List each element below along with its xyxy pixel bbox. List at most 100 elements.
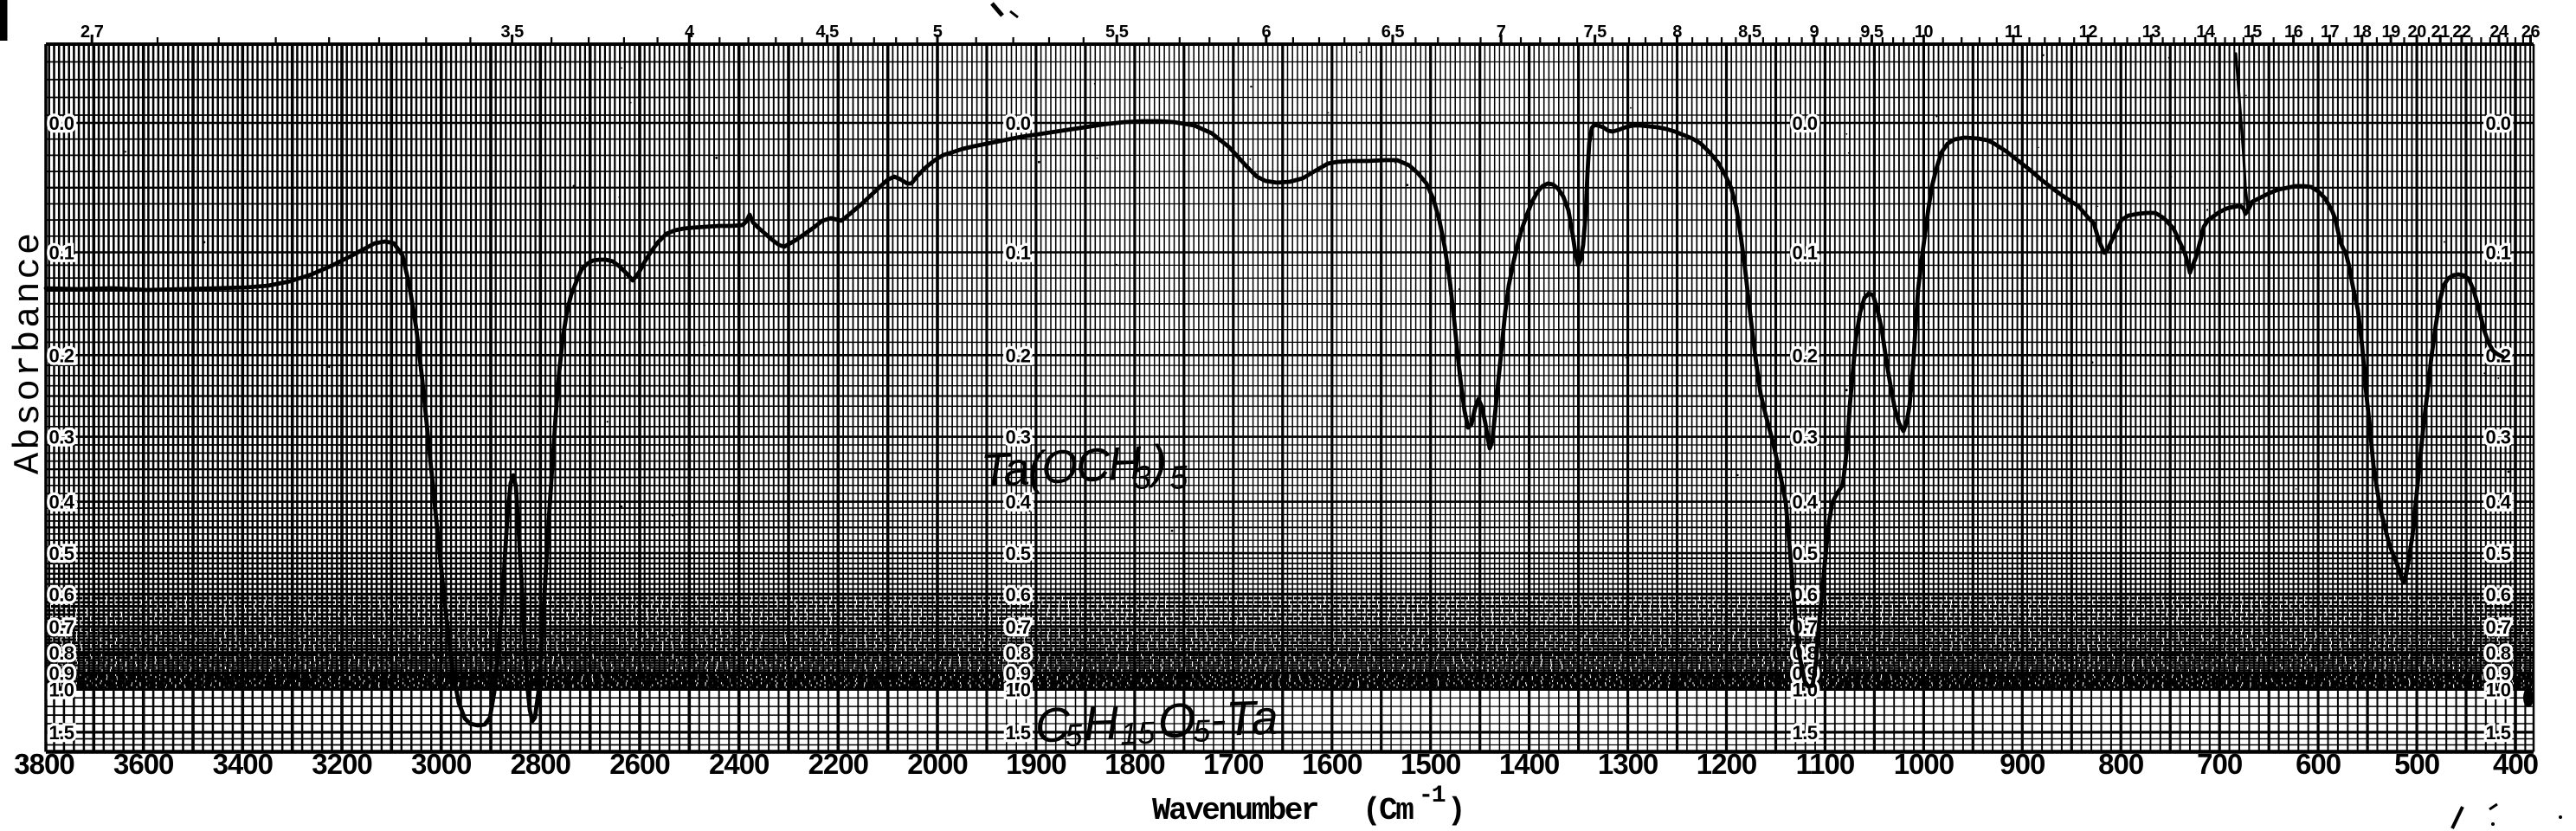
- svg-text:22: 22: [2452, 23, 2471, 42]
- svg-text:15: 15: [2244, 23, 2263, 42]
- svg-text:0.3: 0.3: [1005, 427, 1030, 448]
- svg-text:900: 900: [2000, 748, 2045, 780]
- svg-text:18: 18: [2353, 23, 2372, 42]
- svg-text:0.1: 0.1: [1792, 242, 1817, 264]
- svg-text:0.6: 0.6: [48, 583, 74, 605]
- svg-text:1700: 1700: [1203, 748, 1263, 780]
- svg-text:19: 19: [2381, 23, 2400, 42]
- svg-text:Absorbance: Absorbance: [8, 230, 49, 474]
- svg-text:15: 15: [1120, 715, 1156, 751]
- svg-text:0.9: 0.9: [2485, 663, 2510, 685]
- svg-text:0.4: 0.4: [48, 492, 74, 513]
- svg-text:1.5: 1.5: [2485, 722, 2510, 744]
- svg-text:6: 6: [1261, 23, 1271, 42]
- svg-text:1500: 1500: [1401, 748, 1460, 780]
- svg-text:1.0: 1.0: [1005, 679, 1030, 700]
- svg-text:3600: 3600: [113, 748, 173, 780]
- svg-text:0.4: 0.4: [2485, 492, 2511, 513]
- svg-text:0.2: 0.2: [1005, 345, 1030, 366]
- svg-text:1900: 1900: [1006, 748, 1066, 780]
- svg-text:3400: 3400: [213, 748, 273, 780]
- svg-text:C: C: [1034, 697, 1072, 752]
- svg-text:3: 3: [1132, 460, 1152, 497]
- svg-text:3.5: 3.5: [500, 23, 524, 42]
- svg-text:24: 24: [2489, 23, 2509, 42]
- svg-text:1.0: 1.0: [48, 679, 74, 700]
- svg-text:H: H: [1083, 695, 1120, 750]
- svg-text:4: 4: [685, 23, 695, 42]
- svg-text:0.9: 0.9: [48, 663, 74, 685]
- svg-text:0.3: 0.3: [48, 427, 74, 448]
- svg-text:0.1: 0.1: [1005, 242, 1030, 264]
- svg-text:3200: 3200: [312, 748, 371, 780]
- svg-text:12: 12: [2079, 23, 2098, 42]
- svg-text:11: 11: [2005, 23, 2023, 42]
- svg-text:8.5: 8.5: [1738, 23, 1761, 42]
- svg-text:0.3: 0.3: [1792, 427, 1817, 448]
- svg-text:1.5: 1.5: [1792, 722, 1817, 744]
- svg-text:0.7: 0.7: [48, 616, 74, 638]
- svg-text:2800: 2800: [511, 748, 570, 780]
- svg-text:0.0: 0.0: [1792, 113, 1817, 134]
- svg-text:0.9: 0.9: [1005, 663, 1030, 685]
- svg-text:2200: 2200: [808, 748, 868, 780]
- svg-text:700: 700: [2197, 748, 2242, 780]
- svg-text:1600: 1600: [1302, 748, 1362, 780]
- svg-text:Wavenumber: Wavenumber: [1152, 793, 1317, 828]
- svg-text:0.0: 0.0: [48, 113, 74, 134]
- svg-text:6.5: 6.5: [1381, 23, 1405, 42]
- svg-text:1200: 1200: [1697, 748, 1756, 780]
- svg-text:9.5: 9.5: [1860, 23, 1884, 42]
- svg-text:(Cm: (Cm: [1362, 793, 1414, 828]
- svg-text:1100: 1100: [1796, 748, 1855, 780]
- svg-text:1.5: 1.5: [1005, 722, 1030, 744]
- svg-text:2.7: 2.7: [80, 23, 104, 42]
- svg-text:5: 5: [1065, 717, 1084, 753]
- svg-text:0.2: 0.2: [1792, 345, 1817, 366]
- svg-text:1.0: 1.0: [2485, 679, 2510, 700]
- svg-text:0.4: 0.4: [1005, 492, 1031, 513]
- svg-text:0.0: 0.0: [2485, 113, 2510, 134]
- svg-text:0.8: 0.8: [48, 642, 74, 664]
- svg-text:5.5: 5.5: [1105, 23, 1129, 42]
- svg-text:2400: 2400: [709, 748, 769, 780]
- svg-text:0.4: 0.4: [1792, 492, 1818, 513]
- svg-text:1300: 1300: [1598, 748, 1658, 780]
- svg-text:-Ta: -Ta: [1209, 690, 1279, 747]
- svg-text:7: 7: [1497, 23, 1506, 42]
- svg-text:1800: 1800: [1104, 748, 1164, 780]
- svg-text:600: 600: [2296, 748, 2341, 780]
- svg-text:O: O: [1157, 692, 1197, 748]
- svg-text:500: 500: [2394, 748, 2439, 780]
- svg-text:0.8: 0.8: [1005, 642, 1030, 664]
- svg-text:0.2: 0.2: [2485, 345, 2510, 366]
- svg-text:0.1: 0.1: [48, 242, 74, 264]
- svg-text:3000: 3000: [411, 748, 471, 780]
- svg-text:0.5: 0.5: [2485, 543, 2510, 564]
- svg-text:0.5: 0.5: [1005, 543, 1030, 564]
- svg-text:2000: 2000: [907, 748, 967, 780]
- svg-text:4.5: 4.5: [815, 23, 839, 42]
- svg-text:7.5: 7.5: [1583, 23, 1607, 42]
- svg-text:9: 9: [1809, 23, 1819, 42]
- svg-text:17: 17: [2321, 23, 2340, 42]
- svg-text:0.5: 0.5: [1792, 543, 1817, 564]
- svg-text:0.6: 0.6: [1005, 583, 1030, 605]
- svg-text:5: 5: [933, 23, 943, 42]
- svg-text:0.5: 0.5: [48, 543, 74, 564]
- svg-text:-1: -1: [1419, 783, 1446, 809]
- svg-text:0.0: 0.0: [1005, 113, 1030, 134]
- svg-text:8: 8: [1672, 23, 1682, 42]
- svg-text:3800: 3800: [14, 748, 74, 780]
- svg-text:1400: 1400: [1499, 748, 1559, 780]
- svg-text:5: 5: [1192, 712, 1211, 749]
- svg-text:1000: 1000: [1894, 748, 1954, 780]
- svg-text:0.3: 0.3: [2485, 427, 2510, 448]
- svg-text:): ): [1447, 793, 1464, 828]
- svg-text:0.2: 0.2: [48, 345, 74, 366]
- svg-text:2600: 2600: [609, 748, 669, 780]
- svg-text:0.1: 0.1: [2485, 242, 2510, 264]
- svg-text:0.7: 0.7: [2485, 616, 2510, 638]
- svg-text:5: 5: [1169, 460, 1189, 497]
- svg-text:13: 13: [2142, 23, 2161, 42]
